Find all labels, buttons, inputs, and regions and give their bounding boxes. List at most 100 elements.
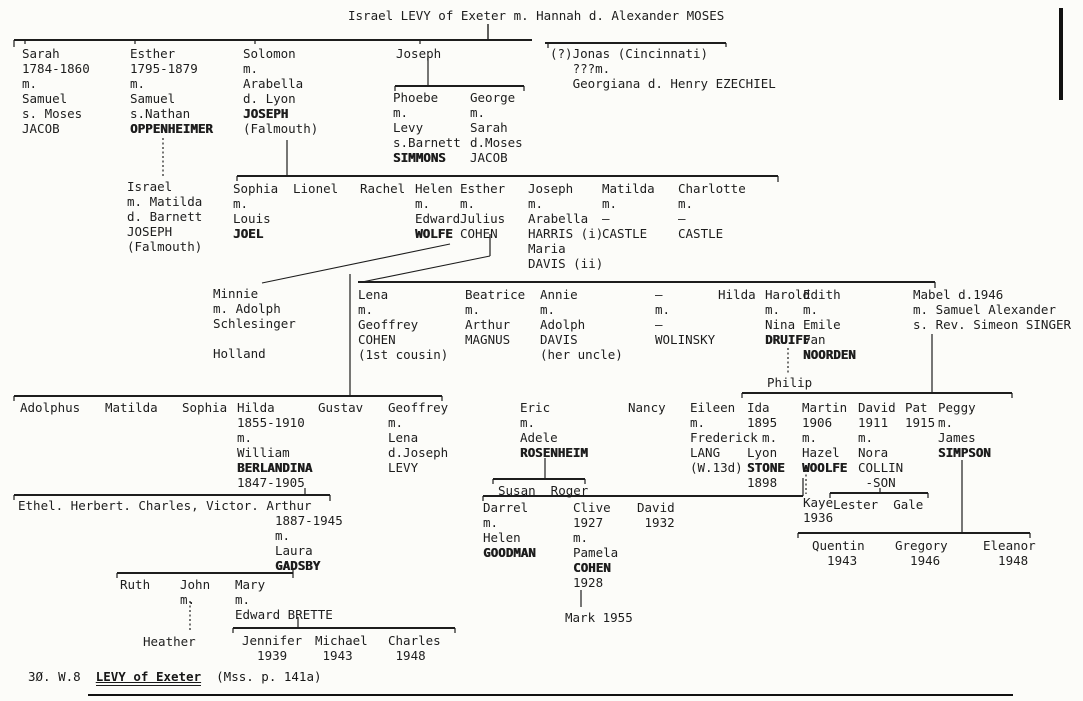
text-line: van — [803, 332, 826, 347]
text-line: Lyon — [747, 445, 778, 460]
person-block-david: David 1932 — [637, 500, 675, 530]
person-block-edith-noorden: Edith m. Emile van NOORDEN — [803, 287, 856, 362]
text-line: Joseph — [396, 46, 442, 61]
text-line: Lena — [388, 430, 419, 445]
text-line: NOORDEN — [803, 347, 856, 362]
text-line: Adolphus — [20, 400, 81, 415]
text-line: Mary — [235, 577, 266, 592]
text-line: Jennifer — [242, 633, 303, 648]
text-line: 1911 — [858, 415, 889, 430]
person-block-esther-cohen: Esther m. Julius COHEN — [460, 181, 505, 241]
text-line: 1906 — [802, 415, 833, 430]
text-line: m. — [858, 430, 874, 445]
person-block-helen-wolfe: Helen m. Edward WOLFE — [415, 181, 460, 241]
text-line: Samuel — [130, 91, 176, 106]
text-line: 1795-1879 — [130, 61, 198, 76]
text-line: Quentin — [812, 538, 865, 553]
person-block-geoffrey-levy: Geoffrey m. Lena d.Joseph LEVY — [388, 400, 448, 475]
text-line: m. — [655, 302, 671, 317]
text-line: CASTLE — [602, 226, 648, 241]
text-line: Nina — [765, 317, 796, 332]
text-line: Ruth — [120, 577, 151, 592]
text-line: (?)Jonas (Cincinnati) — [550, 46, 709, 61]
text-line: d.Joseph — [388, 445, 449, 460]
person-block-nancy: Nancy — [628, 400, 666, 415]
text-line: Sophia — [182, 400, 228, 415]
text-line: Levy — [393, 120, 424, 135]
text-line: Gregory — [895, 538, 948, 553]
person-block-hilda-berlandina: Hilda 1855-1910 m. William BERLANDINA 1847-19… — [237, 400, 312, 490]
text-line: Edith — [803, 287, 841, 302]
text-line: Charles — [388, 633, 441, 648]
text-line: JACOB — [22, 121, 60, 136]
text-line: – — [655, 287, 663, 302]
person-block-martin-woolfe: Martin 1906 m. Hazel WOOLFE — [802, 400, 847, 475]
text-line: Pamela — [573, 545, 619, 560]
person-block-sarah-jacob: Sarah 1784-1860 m. Samuel s. Moses JACOB — [22, 46, 90, 136]
text-line: m. Adolph — [213, 301, 281, 316]
person-block-joseph-harris-davis: Joseph m. Arabella HARRIS (i) Maria DAVIS (ii… — [528, 181, 603, 271]
text-line: – — [602, 211, 610, 226]
text-line: Ethel. Herbert. Charles, Victor. Arthur — [18, 498, 312, 513]
text-line: (W.13d) — [690, 460, 743, 475]
text-line: (1st cousin) — [358, 347, 449, 362]
person-block-lionel: Lionel — [293, 181, 338, 196]
text-line: Clive — [573, 500, 611, 515]
text-line: 1895 — [747, 415, 778, 430]
text-line: Pat — [905, 400, 928, 415]
text-line: m. — [465, 302, 481, 317]
text-line: Minnie — [213, 286, 259, 301]
text-line: Hazel — [802, 445, 840, 460]
text-line: m. — [938, 415, 954, 430]
text-line: m. — [803, 302, 819, 317]
text-line: HARRIS (i) — [528, 226, 604, 241]
text-line: Sarah — [470, 120, 508, 135]
text-line: – — [655, 317, 663, 332]
person-block-kaye: Kaye 1936 — [803, 495, 833, 525]
text-line: m. — [520, 415, 536, 430]
text-line: Adele — [520, 430, 558, 445]
text-line: -SON — [858, 475, 896, 490]
text-line: (Falmouth) — [127, 239, 203, 254]
person-block-ida-stone: Ida 1895 m. Lyon STONE 1898 — [747, 400, 785, 490]
text-line: Kaye — [803, 495, 834, 510]
scan-artifact — [1059, 8, 1063, 100]
text-line: m. — [765, 302, 781, 317]
text-line: (her uncle) — [540, 347, 623, 362]
text-line: m. — [483, 515, 499, 530]
text-line: m. Matilda — [127, 194, 203, 209]
text-line: m. — [243, 61, 259, 76]
text-line: m. — [22, 76, 38, 91]
person-block-george-jacob: George m. Sarah d.Moses JACOB — [470, 90, 523, 165]
text-line: 1946 — [895, 553, 941, 568]
text-line: Geoffrey — [358, 317, 419, 332]
connector-line — [261, 243, 451, 284]
caption-source: (Mss. p. 141a) — [201, 669, 322, 684]
text-line: Sarah — [22, 46, 60, 61]
text-line: m. — [690, 415, 706, 430]
text-line: Emile — [803, 317, 841, 332]
text-line: ???m. — [550, 61, 611, 76]
text-line: Phoebe — [393, 90, 439, 105]
scan-artifact — [88, 694, 1013, 696]
text-line: JOSEPH — [127, 224, 173, 239]
person-block-solomon-joseph: Solomon m. Arabella d. Lyon JOSEPH (Falmouth) — [243, 46, 318, 136]
person-block-gregory: Gregory 1946 — [895, 538, 948, 568]
text-line: s. Moses — [22, 106, 83, 121]
person-block-eleanor: Eleanor 1948 — [983, 538, 1036, 568]
text-line: Lionel — [293, 181, 339, 196]
text-line: ROSENHEIM — [520, 445, 588, 460]
text-line: Frederick — [690, 430, 758, 445]
text-line: DAVIS (ii) — [528, 256, 604, 271]
text-line: Solomon — [243, 46, 296, 61]
text-line: Ida — [747, 400, 770, 415]
person-block-israel-joseph: Israel m. Matilda d. Barnett JOSEPH (Falmout… — [127, 179, 202, 254]
text-line: m. — [573, 530, 589, 545]
text-line: Matilda — [105, 400, 158, 415]
text-line: William — [237, 445, 290, 460]
person-block-minnie-schlesinger: Minnie m. Adolph Schlesinger Holland — [213, 286, 296, 361]
text-line: COHEN — [573, 560, 611, 575]
text-line: m. — [275, 528, 291, 543]
text-line: m. — [130, 76, 146, 91]
text-line: Helen — [415, 181, 453, 196]
